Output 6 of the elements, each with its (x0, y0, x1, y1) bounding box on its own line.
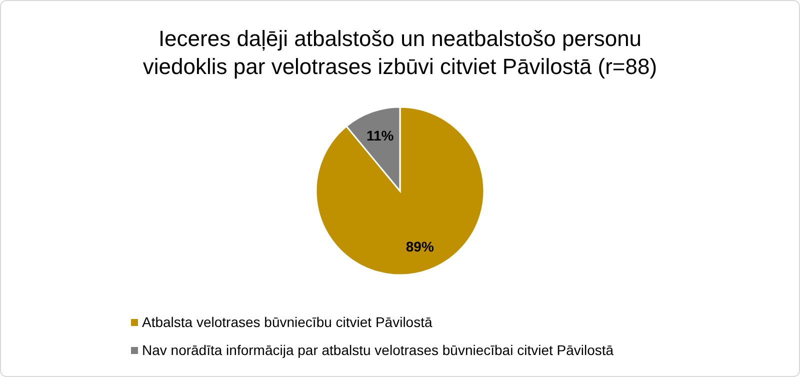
chart-title: Ieceres daļēji atbalstošo un neatbalstošo personu viedoklis par velotrases izbūvi citviet Pāvilostā (r=88) (142, 26, 658, 79)
pie-slice (315, 106, 485, 276)
legend-label: Atbalsta velotrases būvniecību citviet Pāvilostā (142, 314, 432, 330)
legend-label: Nav norādīta informācija par atbalstu velotrases būvniecībai citviet Pāvilostā (142, 342, 614, 358)
data-label: 11% (366, 128, 394, 144)
data-label: 89% (406, 238, 434, 254)
